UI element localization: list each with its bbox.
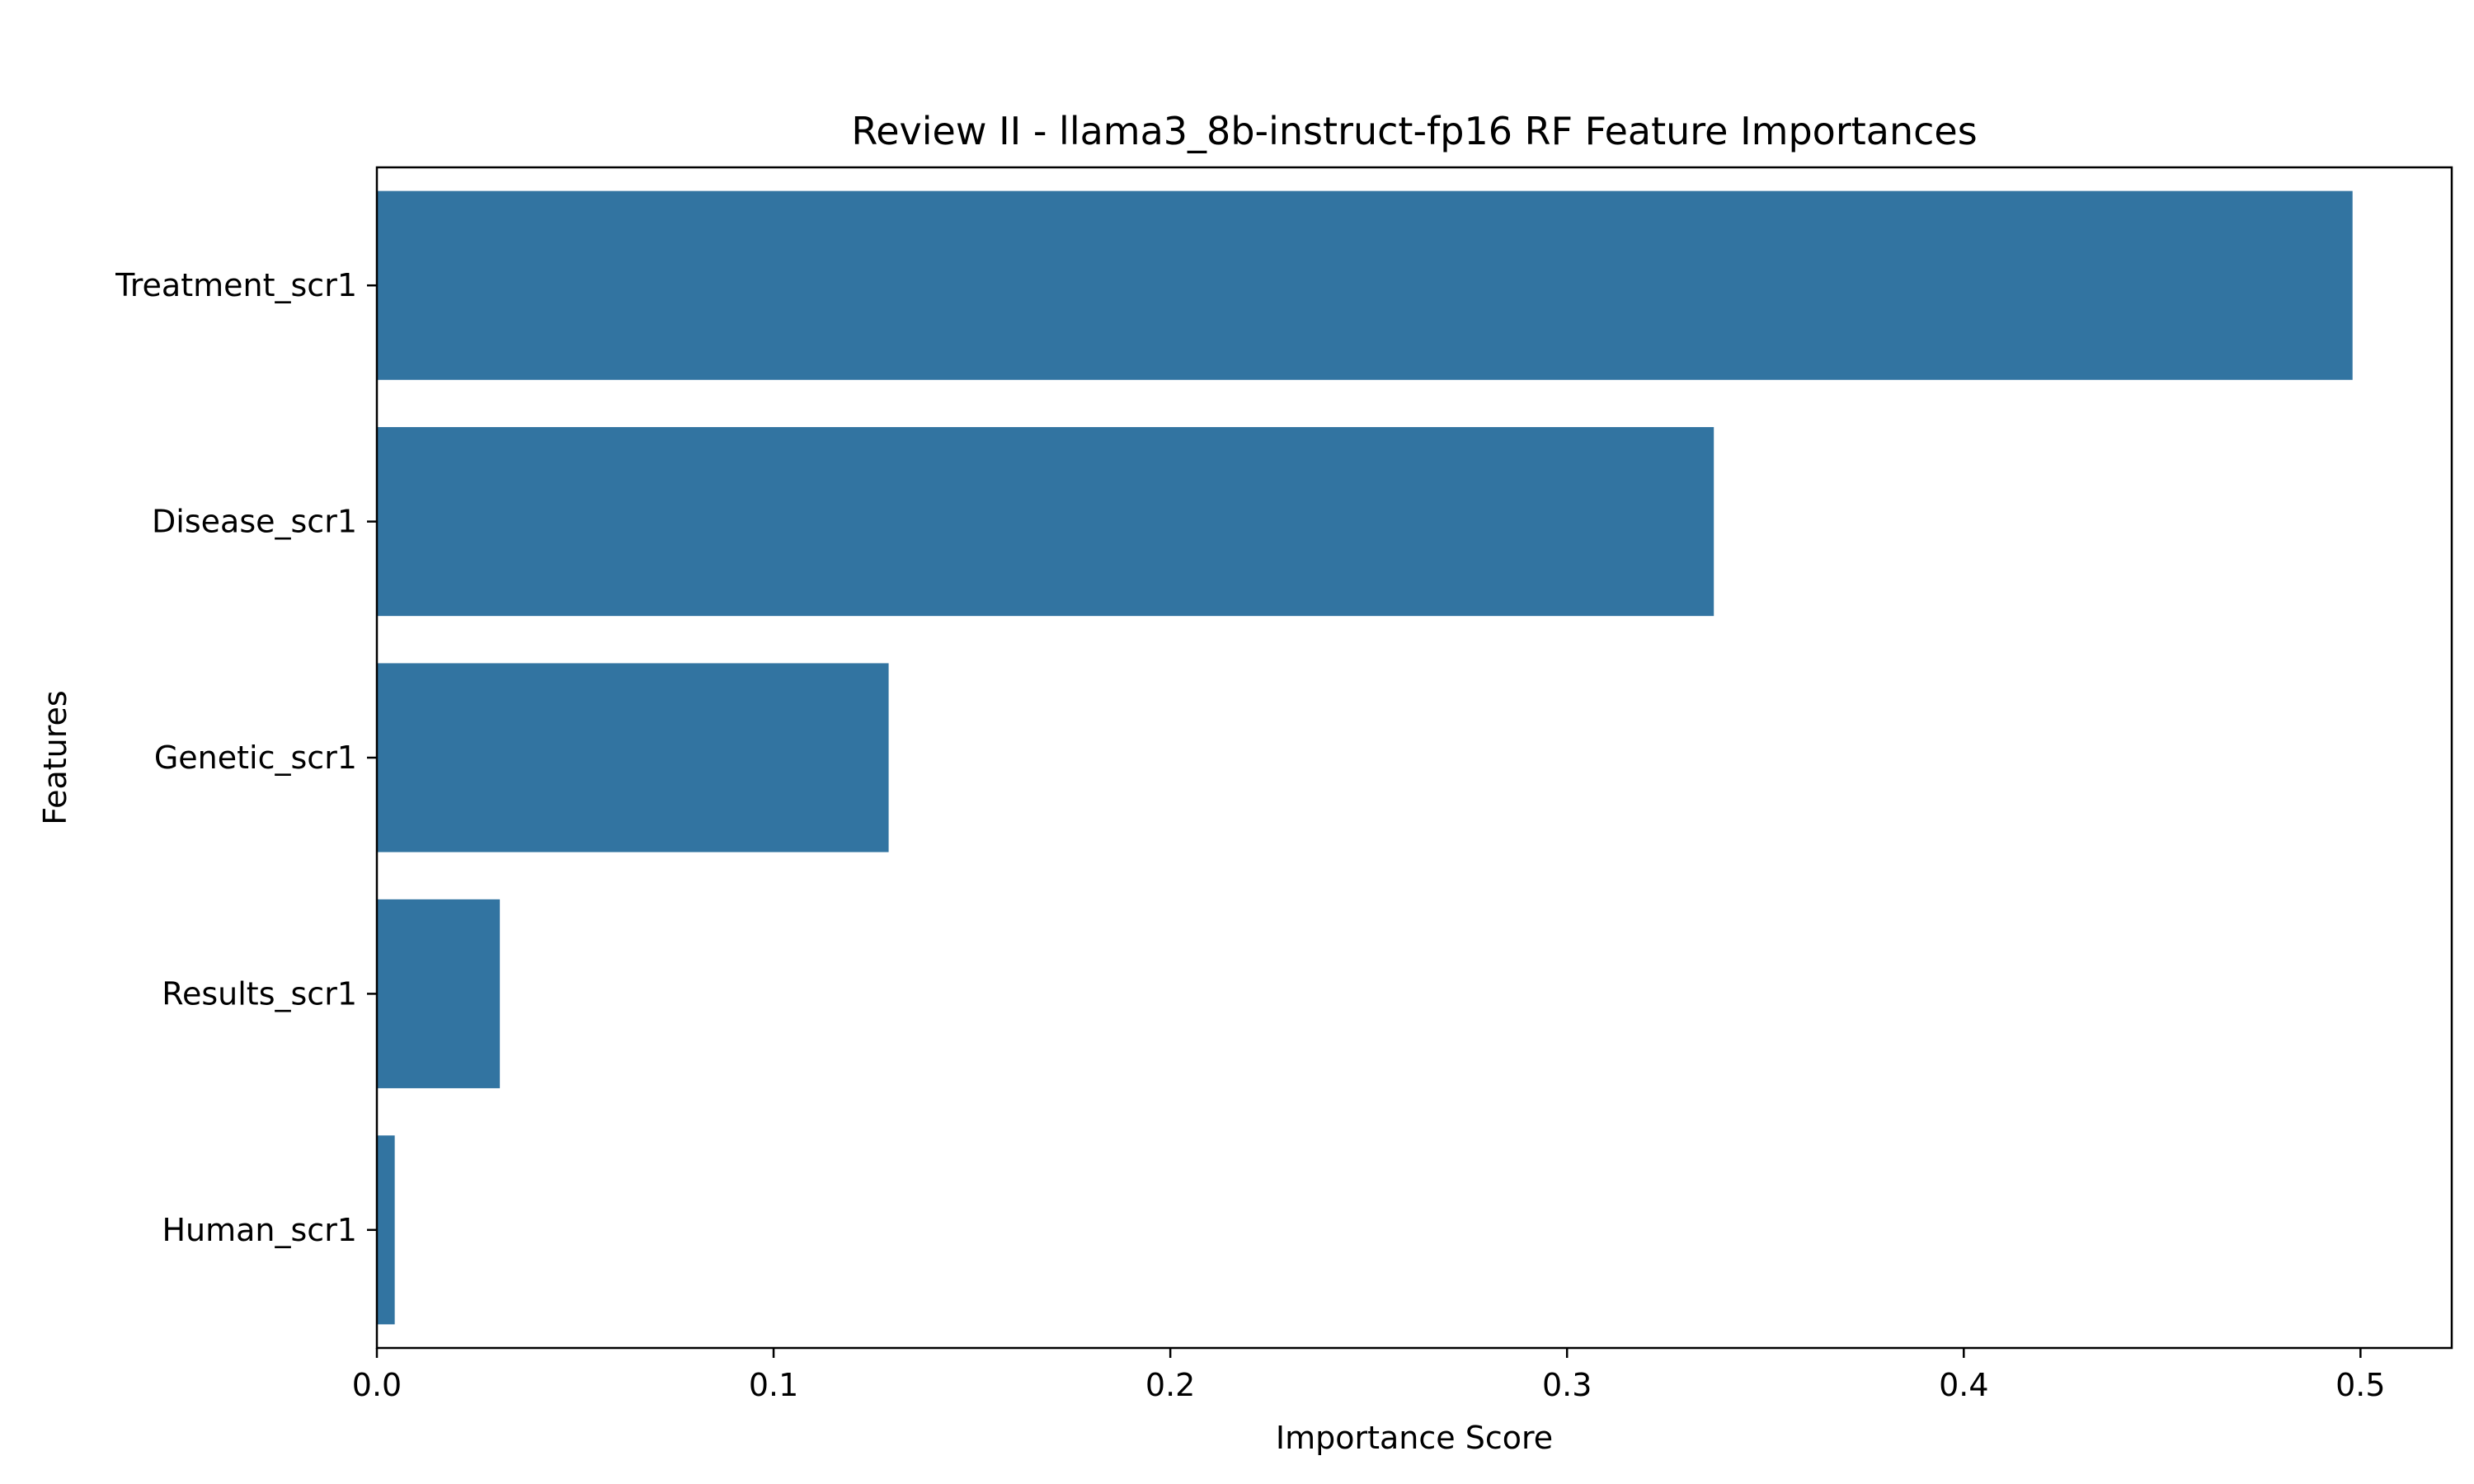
x-tick-label: 0.2 — [1145, 1367, 1195, 1403]
y-tick-label: Human_scr1 — [162, 1212, 357, 1248]
bar-treatment-scr1 — [377, 190, 2353, 380]
y-axis-title: Features — [37, 690, 73, 824]
y-axis-ticks: Treatment_scr1 Disease_scr1 Genetic_scr1 Re… — [115, 267, 377, 1248]
x-tick-label: 0.4 — [1939, 1367, 1988, 1403]
y-tick-label: Results_scr1 — [162, 975, 357, 1012]
chart-title: Review II - llama3_8b-instruct-fp16 RF F… — [851, 109, 1977, 153]
x-axis-title: Importance Score — [1276, 1420, 1553, 1456]
x-axis-ticks: 0.0 0.1 0.2 0.3 0.4 0.5 — [352, 1348, 2386, 1403]
y-tick-label: Disease_scr1 — [152, 504, 357, 540]
x-tick-label: 0.5 — [2335, 1367, 2385, 1403]
bar-disease-scr1 — [377, 427, 1714, 617]
x-tick-label: 0.0 — [352, 1367, 402, 1403]
x-tick-label: 0.3 — [1542, 1367, 1592, 1403]
bars-group — [377, 190, 2353, 1325]
y-tick-label: Treatment_scr1 — [115, 267, 357, 303]
bar-results-scr1 — [377, 899, 501, 1088]
y-tick-label: Genetic_scr1 — [154, 740, 357, 776]
x-tick-label: 0.1 — [749, 1367, 798, 1403]
bar-human-scr1 — [377, 1135, 395, 1325]
bar-genetic-scr1 — [377, 663, 889, 852]
